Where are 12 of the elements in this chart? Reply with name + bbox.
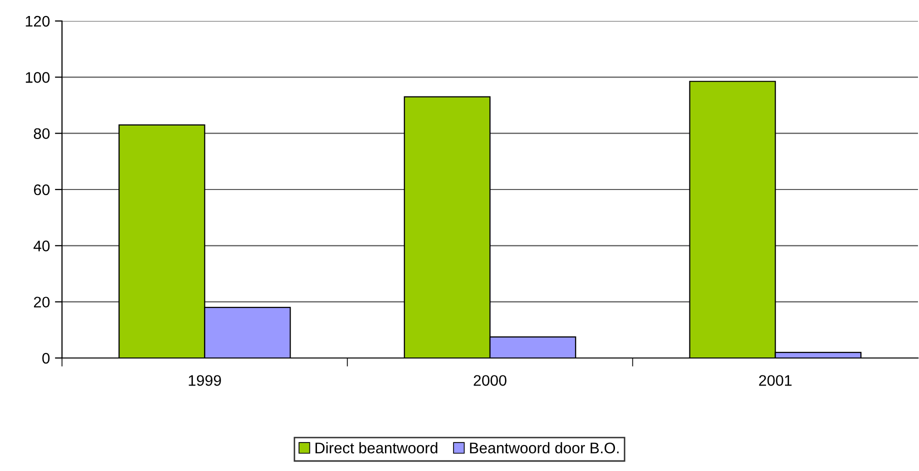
y-tick-label: 60 [34, 184, 50, 196]
y-tick-label: 40 [34, 240, 50, 252]
y-tick-label: 20 [34, 296, 50, 308]
y-tick-label: 100 [26, 72, 50, 83]
legend-label: Beantwoord door B.O. [470, 442, 619, 454]
x-tick-label: 2001 [759, 375, 792, 386]
legend-label: Direct beantwoord [316, 442, 438, 454]
x-tick-label: 2000 [474, 375, 506, 386]
y-tick-label: 0 [42, 352, 50, 364]
x-tick-label: 1999 [188, 375, 221, 386]
y-tick-label: 120 [26, 16, 50, 27]
y-tick-label: 80 [34, 128, 50, 140]
